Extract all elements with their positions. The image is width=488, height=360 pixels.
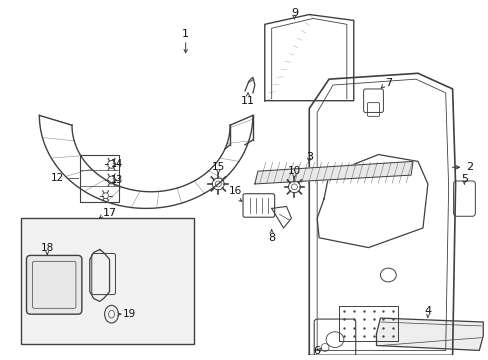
Text: 17: 17 xyxy=(102,208,116,218)
Text: 9: 9 xyxy=(290,8,297,18)
Text: 18: 18 xyxy=(41,243,54,253)
FancyBboxPatch shape xyxy=(26,256,81,314)
Text: 12: 12 xyxy=(50,173,63,183)
Text: 14: 14 xyxy=(111,159,123,169)
Polygon shape xyxy=(254,161,412,184)
Text: 3: 3 xyxy=(305,153,312,162)
Text: 6: 6 xyxy=(313,346,320,356)
Text: 5: 5 xyxy=(460,174,467,184)
Text: 19: 19 xyxy=(122,309,136,319)
Text: 15: 15 xyxy=(211,162,224,172)
Polygon shape xyxy=(376,318,482,350)
Text: 2: 2 xyxy=(465,162,472,172)
FancyBboxPatch shape xyxy=(20,218,193,343)
Text: 13: 13 xyxy=(111,175,123,185)
Text: 1: 1 xyxy=(182,29,189,39)
Text: 16: 16 xyxy=(228,186,241,196)
Text: 10: 10 xyxy=(287,166,301,176)
Text: 8: 8 xyxy=(267,233,275,243)
Text: 7: 7 xyxy=(384,78,391,88)
Text: 11: 11 xyxy=(241,96,254,106)
Text: 4: 4 xyxy=(424,306,430,316)
